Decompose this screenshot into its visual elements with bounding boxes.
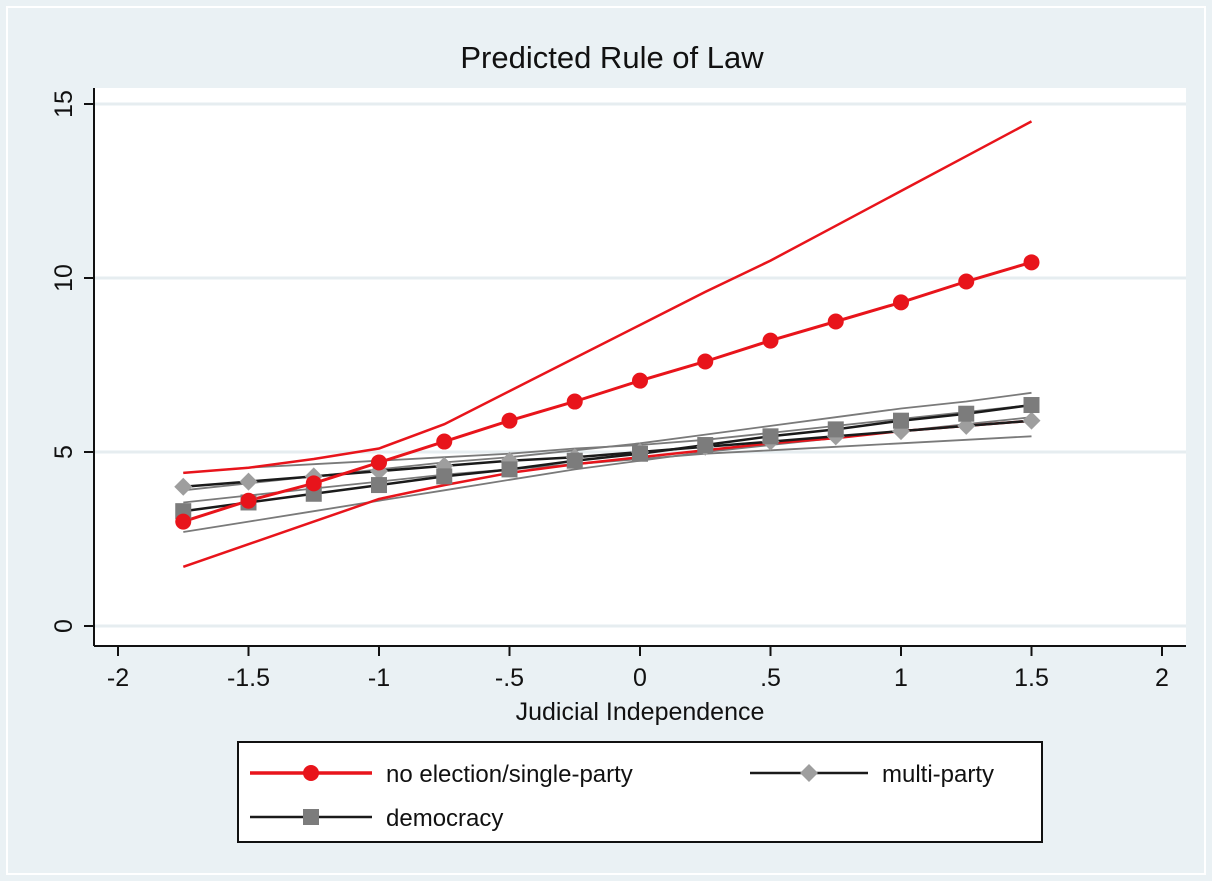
legend-marker — [303, 809, 319, 825]
ci-upper-line-0 — [183, 120, 1033, 475]
series-line-2 — [183, 403, 1032, 513]
data-point — [697, 437, 714, 454]
data-point — [436, 433, 453, 450]
legend-marker — [303, 765, 319, 781]
data-point — [827, 313, 844, 330]
y-tick-label: 0 — [50, 619, 78, 633]
data-point — [762, 428, 779, 445]
data-point — [697, 353, 714, 370]
axes: 0 5 10 15 -2 -1.5 -1 -.5 0 .5 1 1.5 2 — [50, 88, 1186, 692]
x-tick-label: .5 — [760, 664, 781, 692]
legend-marker — [800, 764, 818, 782]
x-axis-title: Judicial Independence — [516, 698, 765, 726]
data-point — [958, 405, 975, 422]
x-tick-label: -2 — [107, 664, 129, 692]
chart-title: Predicted Rule of Law — [460, 40, 764, 75]
series-lines — [182, 260, 1032, 524]
data-point — [174, 477, 193, 496]
x-tick-label: -1.5 — [227, 664, 270, 692]
legend: no election/single-party multi-party democ… — [237, 741, 1043, 843]
data-point — [893, 412, 909, 429]
legend-label: no election/single-party — [386, 761, 633, 788]
data-point — [240, 492, 257, 509]
series-line-1 — [183, 419, 1032, 489]
legend-box — [237, 741, 1043, 843]
x-tick-label: 0 — [633, 664, 647, 692]
data-point — [632, 372, 648, 389]
data-point — [958, 273, 975, 290]
legend-label: multi-party — [882, 761, 994, 788]
data-point — [371, 477, 387, 494]
data-point — [501, 412, 518, 429]
data-point — [762, 332, 779, 349]
data-point — [566, 393, 583, 410]
plot-area — [94, 88, 1186, 646]
data-point — [175, 513, 192, 530]
x-tick-label: 1 — [894, 664, 908, 692]
data-point — [371, 454, 387, 471]
data-point — [893, 294, 909, 311]
data-point — [632, 445, 648, 462]
x-tick-label: -.5 — [495, 664, 524, 692]
data-point — [436, 468, 453, 485]
data-point — [1022, 411, 1041, 430]
data-point — [566, 452, 583, 469]
data-point — [305, 475, 322, 492]
data-point — [827, 421, 844, 438]
data-point — [1023, 397, 1040, 414]
y-tick-label: 5 — [50, 445, 78, 459]
x-tick-label: 1.5 — [1014, 664, 1049, 692]
y-tick-label: 10 — [50, 264, 78, 292]
x-tick-label: -1 — [368, 664, 390, 692]
series-markers — [174, 254, 1041, 530]
y-tick-label: 15 — [50, 90, 78, 118]
data-point — [1023, 254, 1040, 271]
data-point — [501, 461, 518, 478]
data-point — [239, 472, 258, 491]
legend-label: democracy — [386, 805, 503, 832]
series-line-0 — [182, 260, 1032, 524]
x-tick-label: 2 — [1155, 664, 1169, 692]
